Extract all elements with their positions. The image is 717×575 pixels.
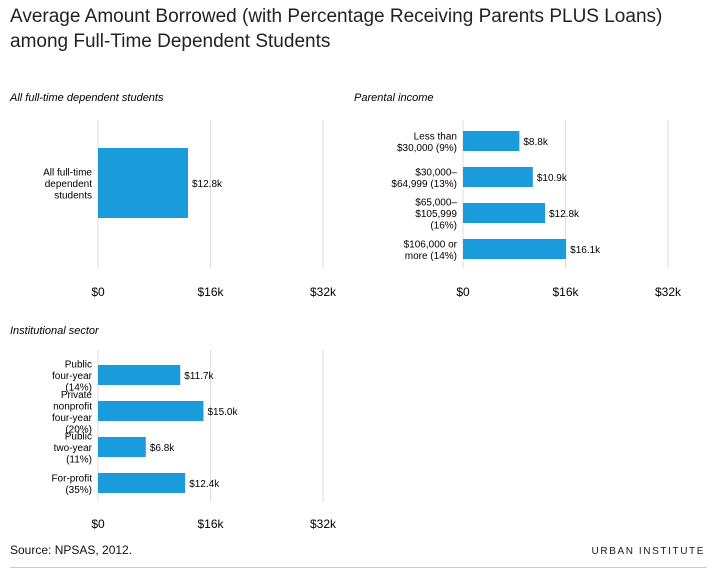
x-tick-label: $32k (655, 285, 682, 299)
bar-value-label: $8.8k (523, 137, 548, 148)
bar-value-label: $10.9k (537, 173, 568, 184)
bar (98, 437, 146, 457)
bar-value-label: $12.4k (189, 479, 220, 490)
category-label: Less than $30,000 (9%) (397, 131, 457, 154)
bar (98, 473, 186, 493)
x-tick-label: $16k (552, 285, 579, 299)
source-note: Source: NPSAS, 2012. (10, 543, 133, 557)
bar (463, 239, 567, 259)
x-tick-label: $16k (197, 517, 224, 531)
category-label: Public two-year (11%) (54, 432, 93, 466)
panel-title-parental-income: Parental income (354, 92, 434, 104)
category-label: $106,000 or more (14%) (404, 239, 458, 262)
x-tick-label: $32k (310, 285, 337, 299)
bottom-rule (10, 567, 707, 568)
bar (463, 131, 520, 151)
bar-value-label: $12.8k (192, 179, 223, 190)
x-tick-label: $16k (197, 285, 224, 299)
bar (463, 203, 545, 223)
category-label: Public four-year (14%) (52, 360, 93, 394)
bar-value-label: $6.8k (150, 443, 175, 454)
x-tick-label: $32k (310, 517, 337, 531)
bar-value-label: $15.0k (207, 407, 238, 418)
category-label: $65,000– $105,999 (16%) (415, 198, 457, 232)
chart-title: Average Amount Borrowed (with Percentage… (10, 6, 663, 52)
category-label: For-profit (35%) (51, 473, 92, 496)
x-tick-label: $0 (91, 517, 105, 531)
x-tick-label: $0 (456, 285, 470, 299)
bar-value-label: $12.8k (549, 209, 580, 220)
category-label: $30,000– $64,999 (13%) (391, 167, 457, 190)
bar-value-label: $16.1k (570, 245, 601, 256)
bar-value-label: $11.7k (184, 371, 214, 382)
panel-title-all-students: All full-time dependent students (10, 92, 164, 104)
panel-title-institutional-sector: Institutional sector (10, 325, 99, 337)
category-label: Private nonprofit four-year (20%) (52, 390, 93, 436)
bar (98, 365, 181, 385)
bar (98, 401, 204, 421)
urban-institute-logo: URBAN INSTITUTE (591, 546, 705, 557)
bar (98, 148, 188, 218)
x-tick-label: $0 (91, 285, 105, 299)
category-label: All full-time dependent students (43, 168, 92, 202)
bar (463, 167, 533, 187)
